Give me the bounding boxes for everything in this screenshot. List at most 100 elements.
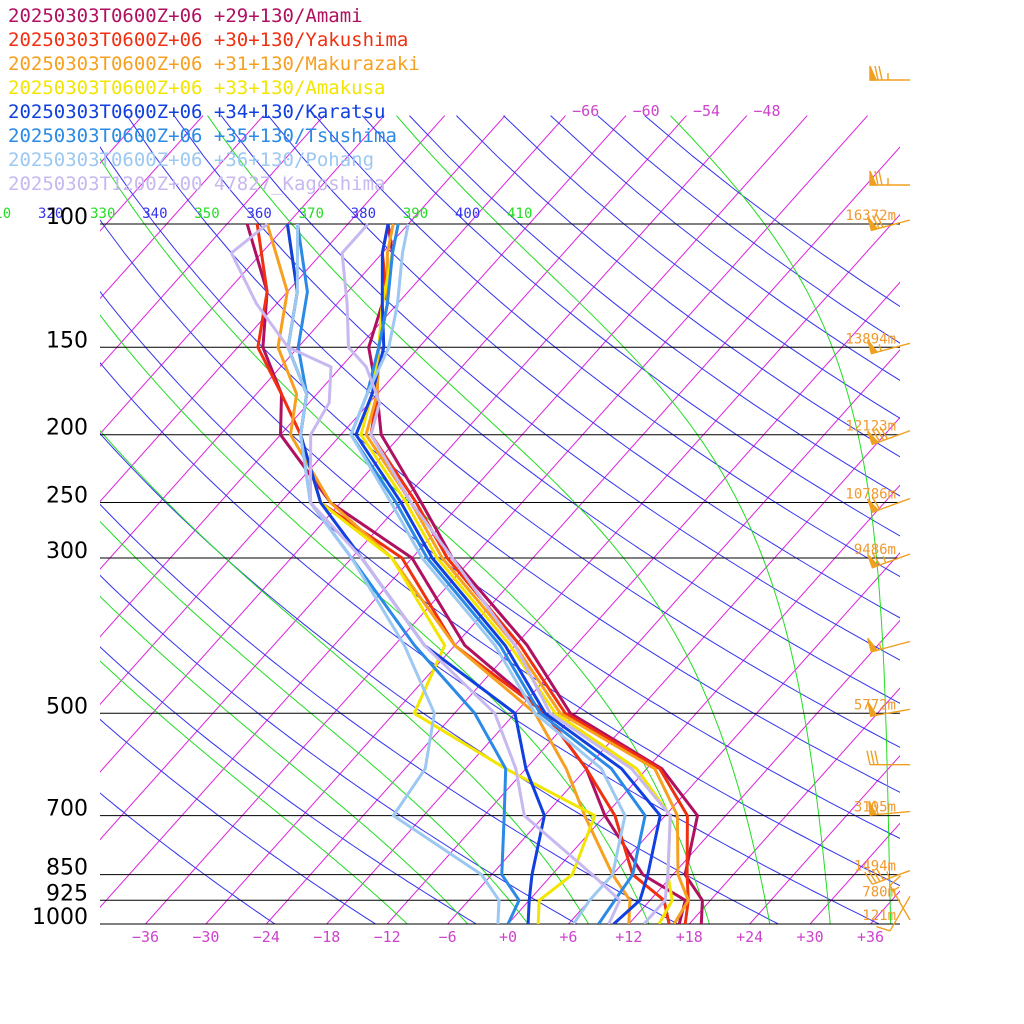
dry-adiabat: [550, 115, 900, 381]
isotherm: [0, 116, 22, 924]
series-temperature-line: [367, 223, 704, 924]
moist-adiabat: [100, 520, 529, 924]
isotherm: [809, 822, 900, 924]
isotherm: [100, 115, 204, 232]
moist-adiabat: [670, 115, 892, 924]
moist-adiabat-lines: [100, 115, 892, 924]
series-dewpoint-line: [265, 223, 632, 924]
height-label: 13894m: [845, 331, 896, 347]
temperature-tick-label: +0: [499, 928, 517, 946]
temperature-tick-label: −18: [313, 928, 340, 946]
theta-label: 410: [507, 206, 532, 222]
height-label: 5772m: [854, 697, 896, 713]
dry-adiabat: [100, 718, 376, 924]
temperature-tick-label: +12: [615, 928, 642, 946]
moist-adiabat: [100, 314, 650, 924]
series-dewpoint-line: [285, 223, 546, 924]
theta-label: 330: [90, 206, 115, 222]
temperature-tick-label: −6: [439, 928, 457, 946]
temperature-tick-label: +6: [559, 928, 577, 946]
series-dewpoint-line: [245, 223, 687, 924]
wind-barb: [869, 170, 910, 186]
theta-label: 380: [351, 206, 376, 222]
isotherm: [145, 115, 869, 924]
wind-barb: [866, 552, 911, 569]
isotherm: [749, 754, 900, 924]
isotherm: [447, 416, 900, 924]
dry-adiabat: [267, 115, 900, 619]
isotherm: [326, 281, 900, 924]
isotherm-label: −48: [753, 102, 780, 120]
moist-adiabat: [207, 115, 771, 924]
moist-adiabat: [100, 660, 408, 924]
dry-adiabat: [100, 146, 900, 793]
temperature-tick-label: +36: [857, 928, 884, 946]
dry-adiabat: [314, 115, 900, 578]
dry-adiabat: [100, 646, 477, 924]
height-label: 12123m: [845, 419, 896, 435]
dry-adiabat: [100, 219, 900, 840]
isotherm: [100, 115, 627, 706]
wind-barb: [864, 867, 911, 885]
wind-barb: [889, 875, 911, 921]
series-dewpoint-line: [229, 222, 622, 924]
legend: 20250303T0600Z+06 +29+130/Amami 20250303T…: [8, 4, 420, 196]
dry-adiabat: [126, 115, 900, 748]
pressure-tick-label: 850: [46, 856, 88, 881]
series-temperature-line: [340, 223, 672, 924]
isotherm: [100, 115, 264, 300]
dry-adiabat: [100, 432, 779, 924]
isotherm: [931, 116, 1024, 924]
isotherm: [100, 115, 325, 367]
isotherm: [205, 146, 900, 924]
height-label: 9486m: [854, 542, 896, 558]
dry-adiabat: [173, 115, 900, 704]
isotherm: [386, 349, 900, 924]
legend-entry: 20250303T0600Z+06 +35+130/Tsushima: [8, 125, 397, 147]
legend-entry: 20250303T0600Z+06 +36+130/Pohang: [8, 149, 375, 171]
height-label: 3105m: [854, 800, 896, 816]
wind-barb: [866, 750, 910, 766]
wind-barbs: [864, 65, 911, 932]
temperature-tick-label: +24: [736, 928, 763, 946]
dry-adiabat: [100, 792, 276, 924]
wind-barb: [876, 895, 911, 932]
legend-entry: 20250303T1200Z+00 47827_Kagoshima: [8, 173, 386, 195]
wind-barb: [867, 637, 911, 653]
height-label: 10786m: [845, 487, 896, 503]
pressure-tick-label: 500: [46, 694, 88, 719]
isotherm: [100, 115, 385, 435]
theta-label: 310: [0, 206, 11, 222]
dry-adiabat: [100, 290, 900, 887]
series-dewpoint-line: [286, 223, 501, 924]
temperature-tick-label: −30: [192, 928, 219, 946]
moist-adiabat: [100, 429, 590, 924]
theta-label: 360: [246, 206, 271, 222]
isotherm-top-labels: −66 −60 −54 −48: [572, 102, 780, 120]
theta-label: 350: [194, 206, 219, 222]
wind-barb: [866, 426, 911, 446]
isotherm: [100, 115, 748, 841]
height-label: 1494m: [854, 859, 896, 875]
isobar-lines: [100, 223, 900, 925]
isotherm: [100, 115, 566, 638]
height-label: 780m: [862, 884, 896, 900]
moist-adiabat: [396, 115, 831, 924]
wind-barb: [867, 339, 911, 355]
isotherm: [628, 619, 900, 924]
theta-label: 400: [455, 206, 480, 222]
isotherm: [688, 687, 900, 924]
isotherm: [991, 116, 1024, 924]
dry-adiabat: [100, 574, 578, 924]
dry-adiabat-lines: [100, 115, 900, 924]
legend-entry: 20250303T0600Z+06 +33+130/Amakusa: [8, 77, 386, 99]
temperature-tick-label: +30: [797, 928, 824, 946]
legend-entry: 20250303T0600Z+06 +34+130/Karatsu: [8, 101, 386, 123]
sounding-traces: [229, 222, 704, 924]
temperature-axis-labels: −36 −30 −24 −18 −12 −6 +0 +6 +12 +18 +24 +30 +36: [132, 928, 884, 946]
theta-label: 340: [142, 206, 167, 222]
legend-entry: 20250303T0600Z+06 +29+130/Amami: [8, 5, 363, 27]
series-temperature-line: [349, 223, 627, 924]
